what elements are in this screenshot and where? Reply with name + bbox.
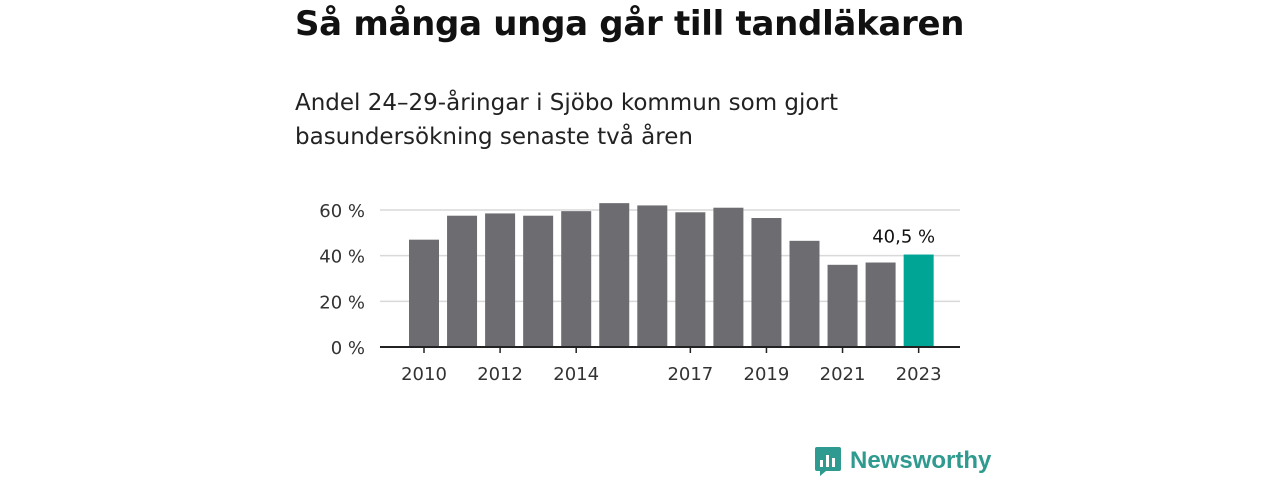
bar-2013 [523, 215, 554, 347]
y-tick-label: 60 % [319, 201, 365, 222]
bar-2011 [447, 215, 478, 347]
x-tick-label: 2014 [553, 364, 599, 385]
chart-title: Så många unga går till tandläkaren [295, 4, 965, 44]
brand-logo: Newsworthy [814, 445, 991, 477]
bar-2020 [789, 240, 820, 347]
x-axis-ticks: 2010 2012 2014 2017 2019 2021 2023 [401, 347, 942, 385]
bar-2021 [827, 264, 858, 347]
bar-2023 [903, 254, 934, 347]
data-labels: 40,5 % [872, 227, 935, 248]
y-tick-label: 20 % [319, 292, 365, 313]
bar-2014 [561, 211, 592, 347]
y-axis-ticks: 0 % 20 % 40 % 60 % [319, 201, 365, 359]
bar-2017 [675, 212, 706, 347]
brand-name: Newsworthy [850, 447, 992, 474]
y-tick-label: 40 % [319, 247, 365, 268]
bar-2012 [485, 213, 516, 347]
bar-2022 [865, 262, 896, 347]
x-tick-label: 2019 [744, 364, 790, 385]
bar-2010 [409, 239, 439, 347]
bar-2019 [751, 217, 782, 347]
x-tick-label: 2021 [820, 364, 866, 385]
x-tick-label: 2023 [896, 364, 942, 385]
bar-2018 [713, 207, 744, 347]
bar-2015 [599, 203, 630, 347]
x-tick-label: 2010 [401, 364, 447, 385]
bars [409, 203, 934, 347]
bar-2016 [637, 205, 668, 347]
chart-subtitle: Andel 24–29-åringar i Sjöbo kommun som g… [295, 90, 838, 150]
x-tick-label: 2017 [667, 364, 713, 385]
newsworthy-logo-icon [815, 447, 841, 476]
highlight-value-label: 40,5 % [872, 227, 935, 248]
y-tick-label: 0 % [331, 338, 365, 359]
x-tick-label: 2012 [477, 364, 523, 385]
